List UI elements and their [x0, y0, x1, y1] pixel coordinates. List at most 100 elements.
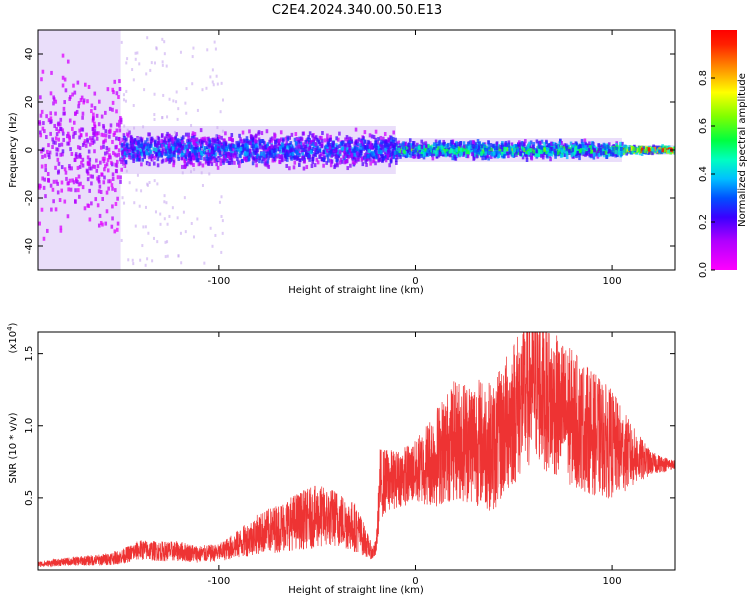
spectrogram-cell: [387, 152, 391, 157]
spectrogram-cell: [64, 88, 68, 93]
spectrogram-cell: [45, 228, 49, 233]
spectrogram-cell: [211, 137, 215, 142]
spectrogram-speck: [154, 210, 157, 214]
spectrogram-cell: [95, 132, 98, 137]
spectrogram-cell: [472, 156, 476, 161]
spectrogram-cell: [420, 145, 424, 150]
spectrogram-cell: [62, 111, 65, 116]
spectrogram-cell: [216, 139, 219, 144]
spectrogram-cell: [63, 167, 67, 172]
spectrogram-cell: [423, 148, 427, 153]
spectrogram-cell: [250, 134, 253, 139]
spectrogram-speck: [200, 148, 203, 152]
spectrogram-cell: [199, 128, 203, 133]
spectrogram-cell: [343, 160, 347, 165]
spectrogram-cell: [95, 113, 99, 118]
spectrogram-speck: [179, 231, 182, 235]
spectrogram-cell: [98, 184, 102, 189]
spectrogram-cell: [188, 152, 192, 157]
spectrogram-cell: [350, 153, 354, 158]
spectrogram-speck: [140, 189, 143, 193]
spectrogram-cell: [86, 139, 89, 144]
spectrogram-cell: [66, 134, 69, 139]
spectrogram-cell: [150, 136, 154, 141]
spectrogram-cell: [140, 146, 144, 151]
spectrogram-cell: [377, 149, 381, 154]
spectrogram-cell: [396, 155, 399, 160]
spectrogram-speck: [134, 224, 137, 228]
snr-y-tick-label: 0.5: [24, 490, 35, 506]
spectrogram-speck: [153, 179, 156, 183]
spectrogram-cell: [239, 159, 243, 164]
spectrogram-cell: [241, 144, 245, 149]
spectrogram-cell: [429, 146, 432, 151]
spectrogram-cell: [469, 140, 472, 145]
spectrogram-speck: [221, 129, 224, 133]
spectrogram-cell: [301, 152, 305, 157]
spectrogram-cell: [348, 140, 351, 145]
spectrogram-cell: [235, 150, 239, 155]
spectrogram-cell: [451, 156, 454, 161]
spectrogram-cell: [171, 140, 174, 145]
spectrogram-cell: [123, 155, 126, 160]
spectrogram-cell: [423, 151, 426, 156]
spectrogram-cell: [186, 158, 190, 163]
spectrogram-cell: [452, 145, 455, 150]
spectrogram-cell: [516, 148, 520, 153]
spectrogram-cell: [393, 142, 397, 147]
snr-y-axis-label: SNR (10 * v/v): [8, 412, 19, 483]
spectrogram-cell: [471, 143, 475, 148]
spectrogram-cell: [549, 141, 553, 146]
spectrogram-speck: [180, 261, 183, 265]
spectrogram-cell: [248, 129, 251, 134]
spectrogram-cell: [102, 133, 106, 138]
spectrogram-cell: [379, 135, 383, 140]
spectrogram-cell: [327, 138, 331, 143]
spectrogram-cell: [559, 138, 562, 143]
spectrogram-cell: [612, 146, 615, 151]
spectrogram-cell: [537, 144, 541, 149]
spectrogram-cell: [130, 147, 133, 152]
spectrogram-cell: [53, 123, 56, 128]
spectrogram-cell: [619, 141, 622, 146]
spectrogram-speck: [139, 258, 142, 262]
spectrogram-cell: [84, 143, 88, 148]
spectrogram-cell: [445, 149, 449, 154]
spectrogram-cell: [268, 146, 271, 151]
spectrogram-cell: [312, 136, 315, 141]
spectrogram-cell: [329, 137, 332, 142]
spectrogram-cell: [360, 148, 363, 153]
spectrogram-cell: [75, 109, 79, 114]
spectrogram-cell: [265, 129, 269, 134]
spectrogram-cell: [255, 143, 258, 148]
spectrogram-cell: [604, 150, 608, 155]
spectrogram-cell: [216, 141, 220, 146]
spectrogram-cell: [168, 158, 172, 163]
spectrogram-cell: [382, 144, 386, 149]
spectrogram-cell: [406, 149, 410, 154]
spectrogram-cell: [529, 148, 532, 153]
spectrogram-cell: [648, 150, 651, 155]
spectrogram-cell: [331, 152, 334, 157]
spectrogram-cell: [61, 83, 65, 88]
spectrogram-cell: [76, 165, 80, 170]
spectrogram-speck: [122, 93, 125, 97]
spectrogram-cell: [197, 158, 200, 163]
spectrogram-cell: [84, 82, 87, 87]
snr-multiplier-label: (x104): [6, 322, 19, 353]
spectrogram-cell: [642, 150, 645, 155]
spectrogram-cell: [270, 138, 273, 143]
spectrogram-cell: [645, 147, 649, 152]
spectrogram-cell: [382, 136, 385, 141]
spectrogram-cell: [203, 156, 206, 161]
spectrogram-cell: [371, 145, 375, 150]
spectrogram-speck: [211, 244, 214, 248]
spectrogram-cell: [445, 144, 448, 149]
spectrogram-cell: [246, 157, 250, 162]
spectrogram-cell: [320, 138, 324, 143]
spectrogram-cell: [476, 139, 480, 144]
spectrogram-cell: [521, 155, 525, 160]
spectrogram-cell: [512, 147, 516, 152]
spectrogram-cell: [504, 146, 507, 151]
spectrogram-cell: [243, 138, 246, 143]
